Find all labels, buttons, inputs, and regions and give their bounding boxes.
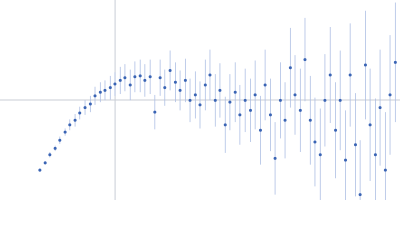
data-point <box>153 110 157 114</box>
data-point <box>238 113 242 117</box>
data-point <box>338 98 342 102</box>
data-point <box>148 75 152 79</box>
data-point <box>313 140 317 144</box>
data-point <box>223 123 227 127</box>
data-point <box>334 128 338 132</box>
data-point <box>248 108 252 112</box>
data-point <box>63 130 67 134</box>
data-point <box>378 106 382 110</box>
data-point <box>288 66 292 70</box>
data-point <box>218 88 222 92</box>
data-point <box>298 108 302 112</box>
data-point <box>268 113 272 117</box>
data-point <box>68 123 72 127</box>
data-point <box>138 74 142 78</box>
data-point <box>108 86 112 90</box>
data-point <box>383 168 387 172</box>
data-point <box>193 93 197 97</box>
data-point <box>133 75 137 79</box>
data-point <box>103 88 107 92</box>
data-point <box>318 153 322 157</box>
data-point <box>263 83 267 87</box>
data-point <box>203 83 207 87</box>
data-point <box>208 73 212 77</box>
data-point <box>43 161 47 165</box>
data-point <box>118 78 122 82</box>
data-point <box>93 94 97 98</box>
data-point <box>73 118 77 122</box>
data-point <box>78 111 82 115</box>
data-point <box>243 98 247 102</box>
data-point <box>98 90 102 94</box>
data-point <box>198 103 202 107</box>
data-point <box>283 118 287 122</box>
data-point <box>328 73 332 77</box>
data-point <box>158 76 162 80</box>
data-point <box>213 98 217 102</box>
chart <box>0 0 400 200</box>
data-point <box>388 93 392 97</box>
data-point <box>168 68 172 72</box>
data-point <box>253 93 257 97</box>
data-point <box>228 100 232 104</box>
data-point <box>308 118 312 122</box>
data-point <box>373 153 377 157</box>
data-point <box>363 63 367 67</box>
data-point <box>323 98 327 102</box>
data-point <box>293 93 297 97</box>
data-point <box>393 60 397 64</box>
data-point <box>348 73 352 77</box>
data-point <box>143 78 147 82</box>
data-point <box>358 193 362 197</box>
data-point <box>273 156 277 160</box>
data-point <box>353 143 357 147</box>
data-point <box>88 102 92 106</box>
data-point <box>38 168 42 172</box>
data-point <box>368 123 372 127</box>
data-point <box>53 146 57 150</box>
data-point <box>163 86 167 90</box>
data-point <box>128 83 132 87</box>
data-point <box>173 80 177 84</box>
data-point <box>233 90 237 94</box>
data-point <box>303 58 307 62</box>
data-point <box>344 158 348 162</box>
data-point <box>188 98 192 102</box>
data-point <box>178 88 182 92</box>
data-point <box>258 128 262 132</box>
data-point <box>48 153 52 157</box>
data-point <box>278 98 282 102</box>
data-point <box>83 106 87 110</box>
data-point <box>123 76 127 80</box>
data-point <box>58 138 62 142</box>
data-point <box>183 78 187 82</box>
data-point <box>113 82 117 86</box>
